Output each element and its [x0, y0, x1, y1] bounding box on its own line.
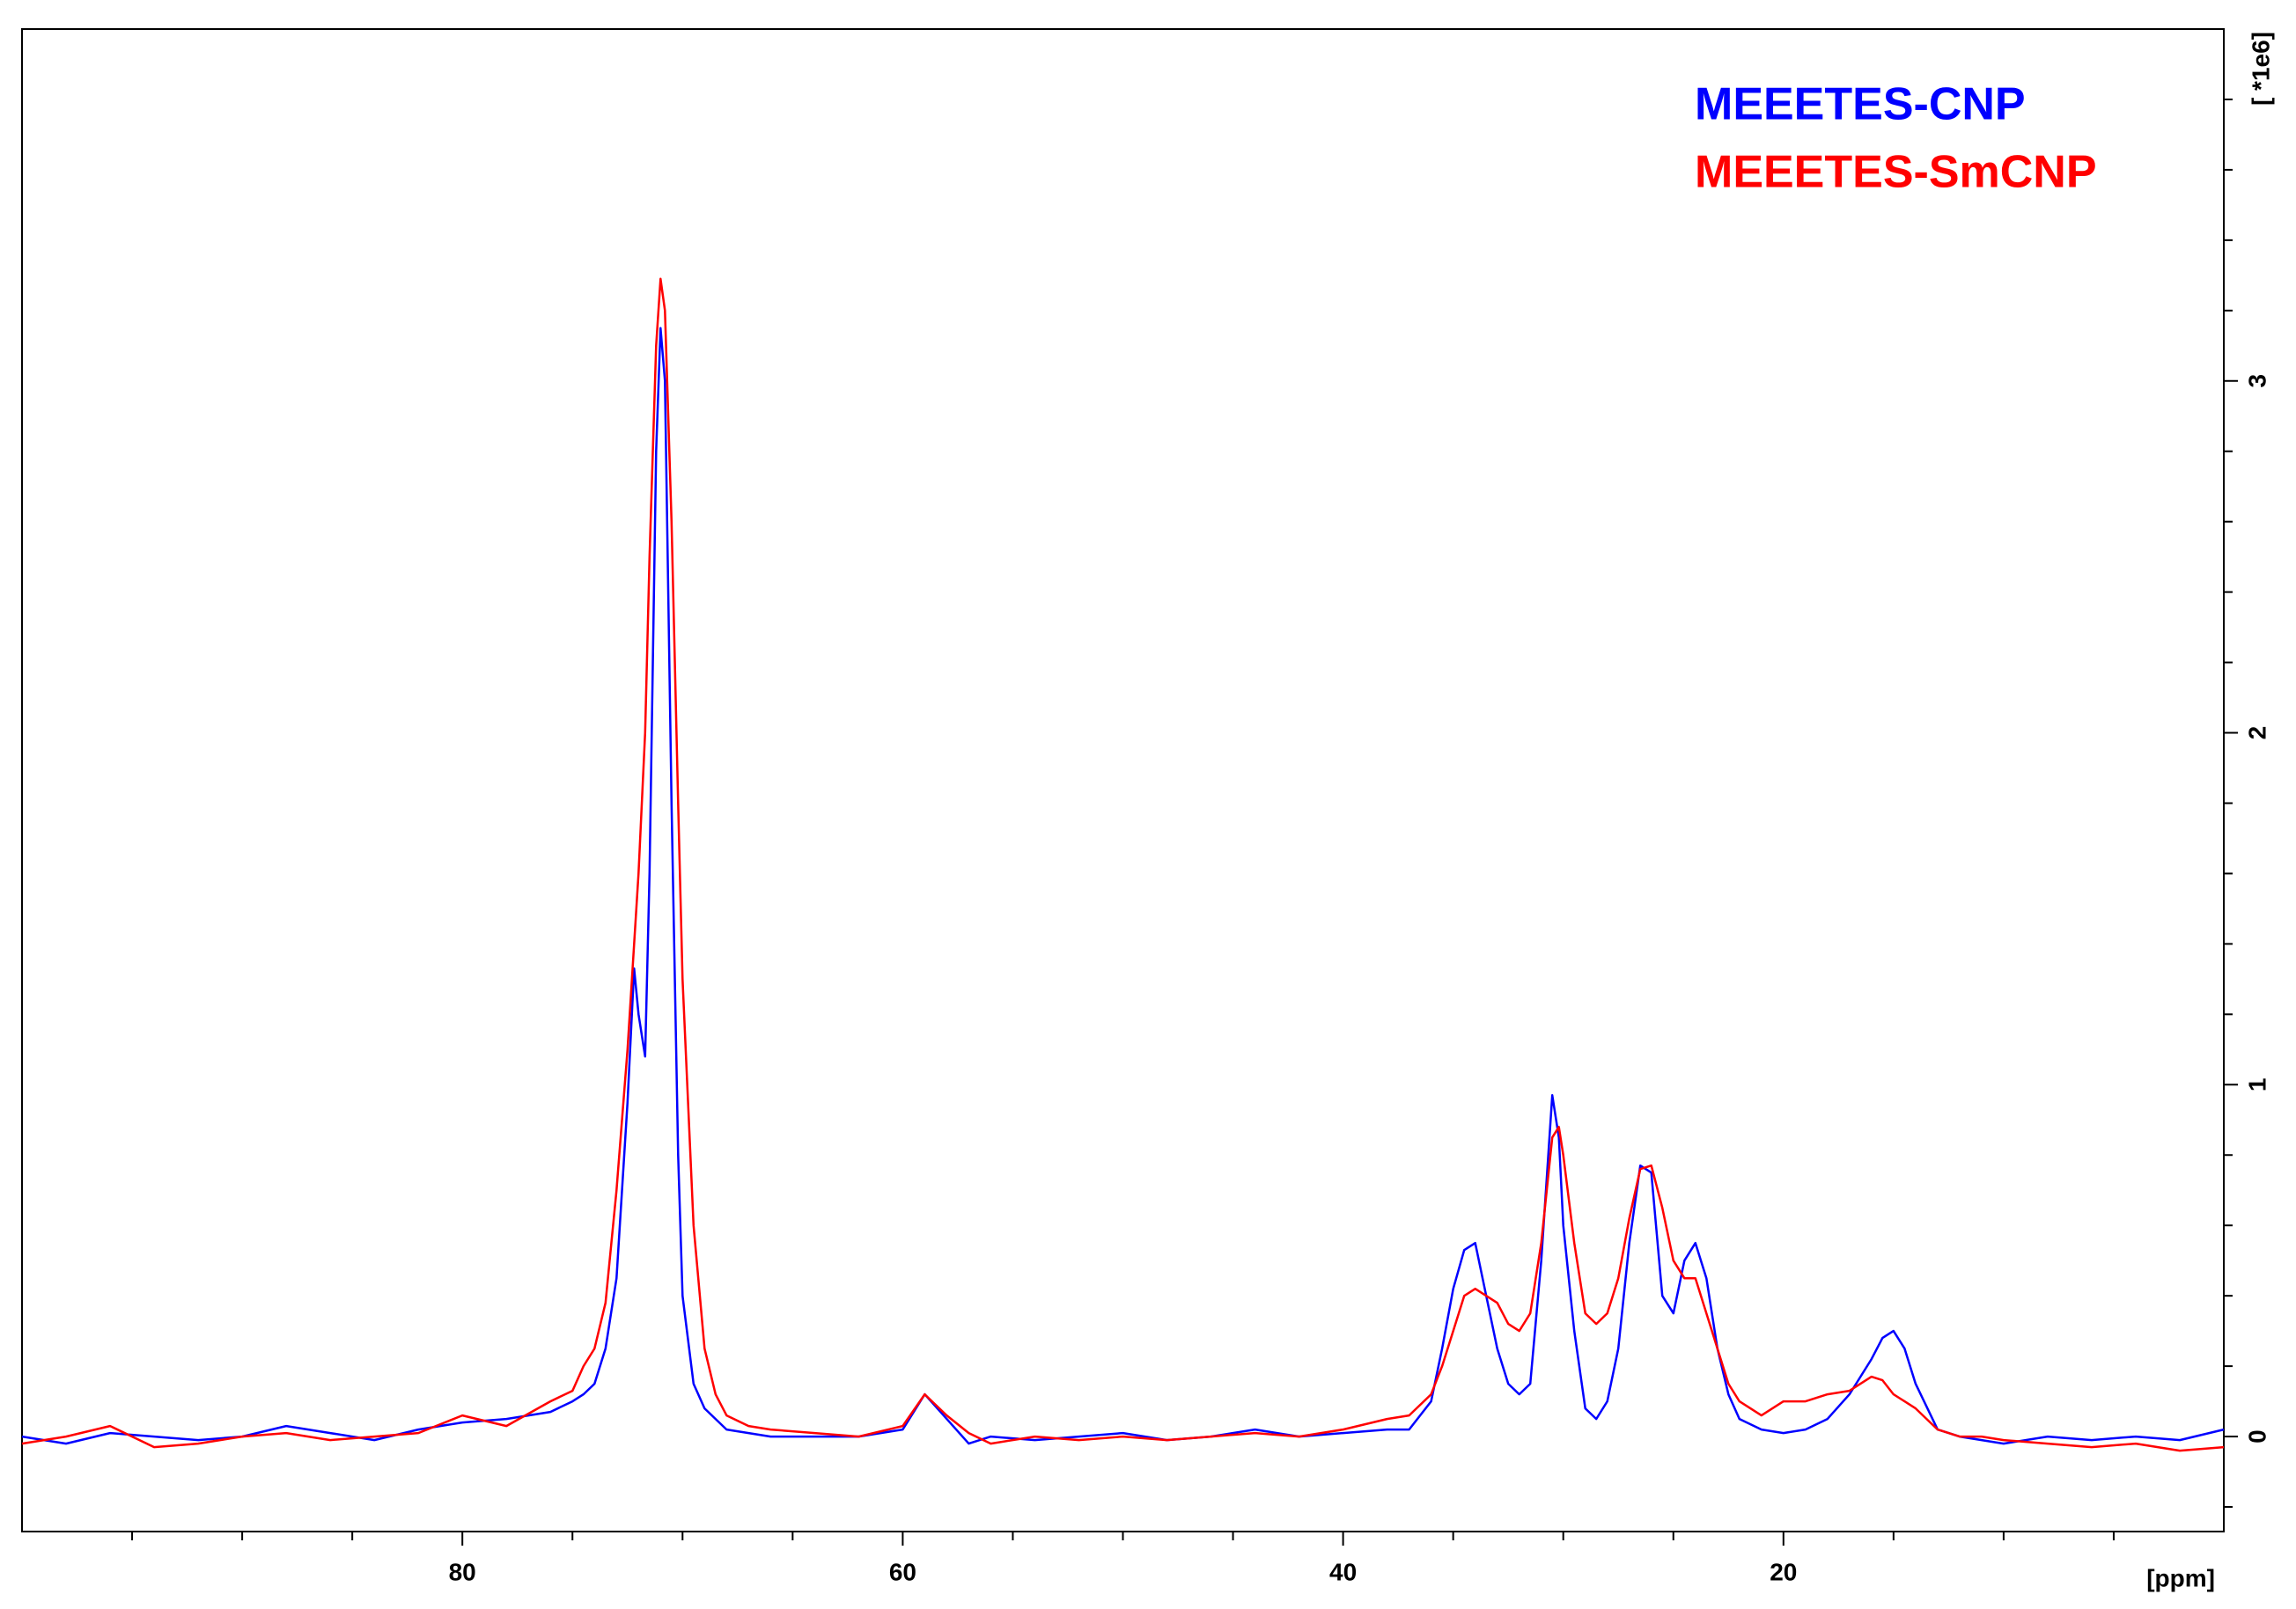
y-tick-label: 0	[2243, 1429, 2270, 1444]
y-tick-label: 2	[2243, 726, 2270, 740]
legend-label: MEEETES-SmCNP	[1695, 147, 2097, 198]
x-tick-label: 60	[889, 1558, 916, 1585]
spectrum-line	[21, 277, 2225, 1452]
legend-label: MEEETES-CNP	[1695, 79, 2026, 130]
y-tick-label: 3	[2243, 374, 2270, 388]
x-tick-label: 80	[449, 1558, 476, 1585]
x-axis-label: [ppm]	[2146, 1564, 2215, 1591]
plot-frame	[21, 28, 2225, 1532]
y-tick-label: 1	[2243, 1078, 2270, 1092]
x-tick-label: 40	[1329, 1558, 1357, 1585]
spectrum-line	[21, 327, 2225, 1445]
x-tick-label: 20	[1770, 1558, 1797, 1585]
y-axis-label: [ *1e6]	[2247, 32, 2274, 106]
